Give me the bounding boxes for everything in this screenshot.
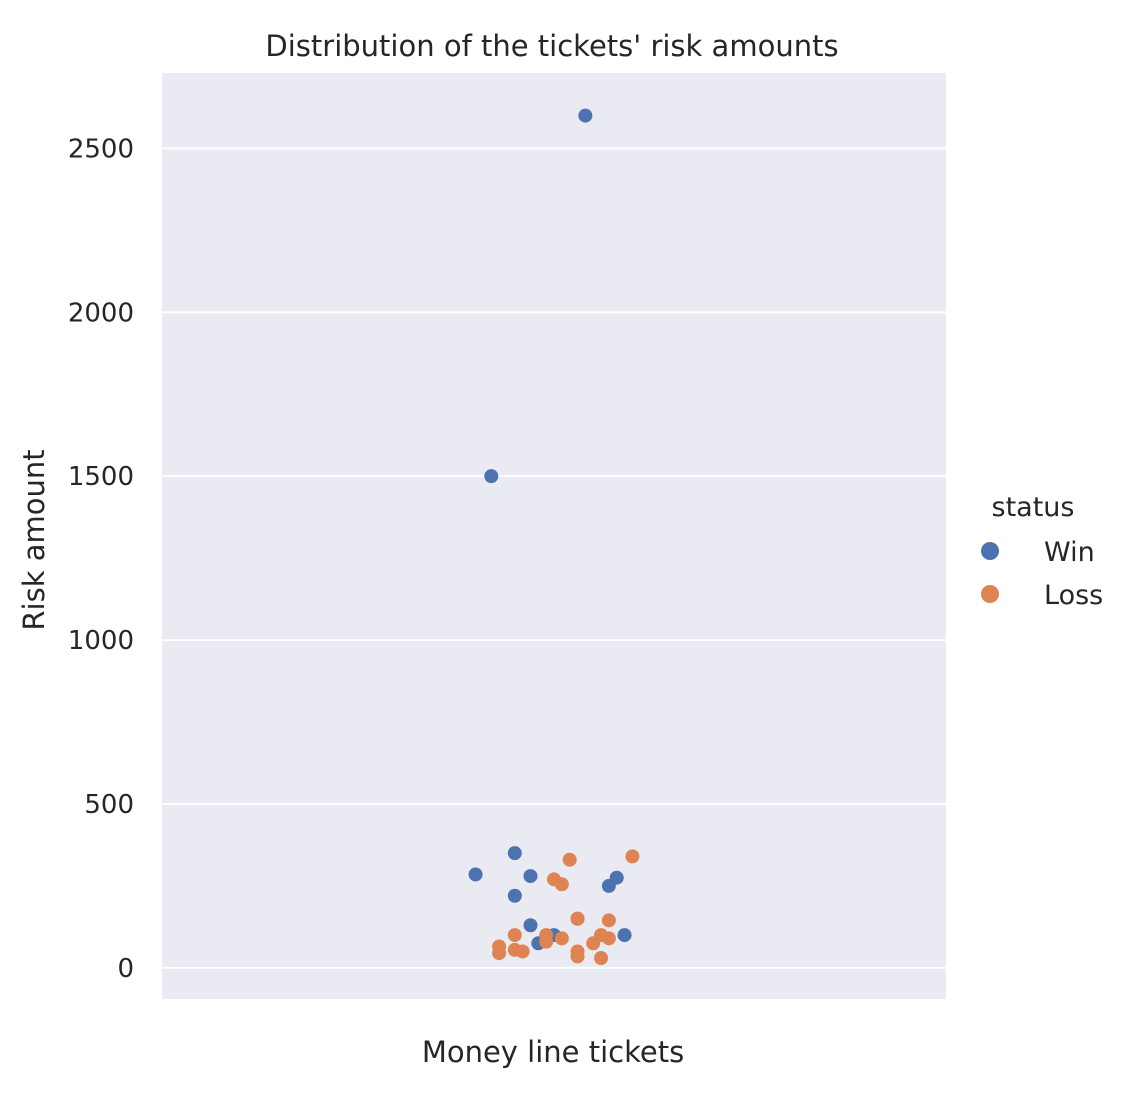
legend-label-loss: Loss (1044, 580, 1103, 611)
data-point-loss-16 (515, 944, 530, 959)
y-tick-label-500: 500 (84, 790, 134, 820)
data-point-loss-4 (570, 911, 585, 926)
legend-marker-loss (981, 585, 999, 603)
x-category-label: Money line tickets (422, 1035, 684, 1069)
data-point-loss-1 (562, 852, 577, 867)
legend-title: status (992, 492, 1075, 523)
data-point-loss-6 (507, 928, 522, 943)
y-tick-label-0: 0 (117, 954, 134, 984)
data-point-win-9 (523, 918, 538, 933)
legend: status Win Loss (981, 492, 1103, 611)
data-point-loss-15 (492, 946, 507, 961)
y-tick-label-2500: 2500 (68, 134, 134, 164)
data-point-loss-0 (625, 849, 640, 864)
chart-title: Distribution of the tickets' risk amount… (265, 29, 838, 63)
data-point-loss-12 (586, 936, 601, 951)
y-axis-title: Risk amount (17, 449, 51, 630)
data-point-win-10 (617, 928, 632, 943)
legend-label-win: Win (1044, 537, 1095, 568)
data-point-win-6 (601, 878, 616, 893)
data-point-loss-5 (601, 913, 616, 928)
data-point-win-7 (507, 888, 522, 903)
grid-lines (162, 147, 946, 969)
plot-area (162, 73, 946, 999)
data-point-loss-10 (601, 931, 616, 946)
data-points (468, 108, 640, 966)
data-point-loss-18 (570, 949, 585, 964)
y-tick-label-2000: 2000 (68, 298, 134, 328)
data-point-win-0 (578, 108, 593, 123)
y-tick-labels: 0 500 1000 1500 2000 2500 (68, 134, 134, 983)
y-tick-label-1500: 1500 (68, 462, 134, 492)
data-point-loss-9 (539, 934, 554, 949)
data-point-win-2 (507, 846, 522, 861)
data-point-win-3 (468, 867, 483, 882)
y-tick-label-1000: 1000 (68, 626, 134, 656)
data-point-win-4 (523, 869, 538, 884)
legend-marker-win (981, 542, 999, 560)
data-point-loss-11 (554, 931, 569, 946)
data-point-loss-19 (594, 951, 609, 966)
data-point-win-1 (484, 469, 499, 484)
data-point-loss-3 (554, 877, 569, 892)
